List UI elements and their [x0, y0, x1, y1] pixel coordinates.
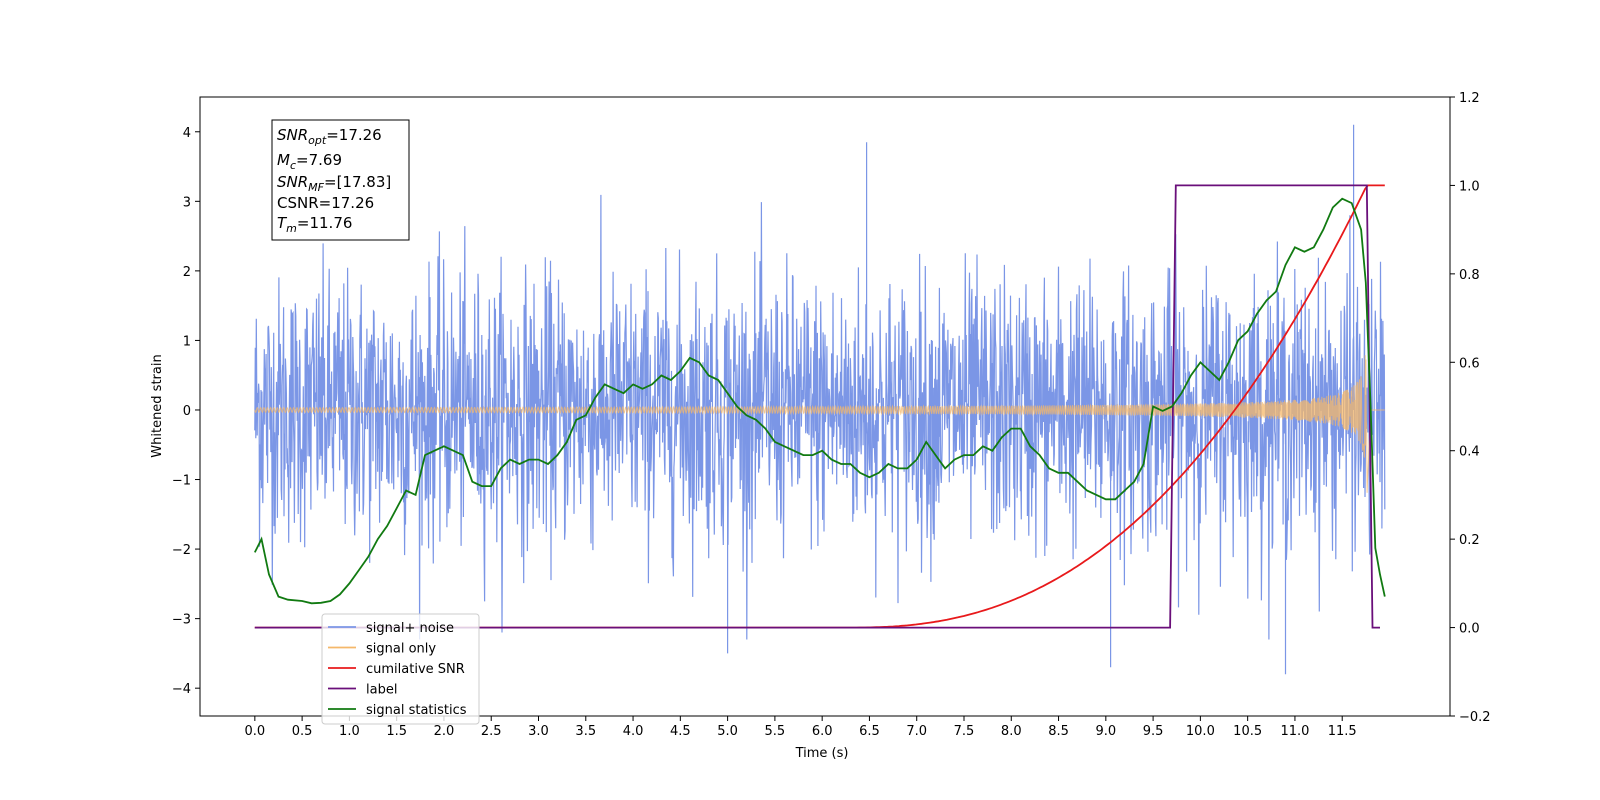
y-right-tick-label: 1.2 [1459, 91, 1480, 106]
legend-entry: signal only [366, 642, 436, 657]
y-left-tick-label: −2 [172, 543, 191, 558]
x-tick-label: 11.0 [1280, 724, 1309, 739]
y-right-tick-label: 0.4 [1459, 445, 1480, 460]
x-tick-label: 10.0 [1186, 724, 1215, 739]
x-axis-label: Time (s) [795, 746, 849, 761]
legend-entry: label [366, 683, 397, 698]
x-tick-label: 8.5 [1048, 724, 1069, 739]
annotation-box: SNRopt=17.26 Mc=7.69SNRMF=[17.83]CSNR=17.… [271, 119, 410, 241]
y-axis-left: 4 3 2 1 0 −1 −2 −3 −4 [172, 126, 200, 697]
x-axis: 0.0 0.5 1.0 1.5 2.0 2.5 3.0 3.5 4.0 4.5 5.0 5.5 6.0 6… [244, 716, 1357, 739]
x-tick-label: 4.0 [623, 724, 644, 739]
y-axis-left-label: Whitened strain [150, 354, 165, 457]
y-left-tick-label: −3 [172, 613, 191, 628]
y-left-tick-label: 0 [183, 404, 191, 419]
x-tick-label: 10.5 [1233, 724, 1262, 739]
x-tick-label: 3.5 [575, 724, 596, 739]
legend-entry: signal+ noise [366, 621, 454, 636]
y-axis-right: 1.2 1.0 0.8 0.6 0.4 0.2 0.0 −0.2 [1450, 91, 1491, 725]
y-left-tick-label: 2 [183, 265, 191, 280]
legend-entry: signal statistics [366, 703, 467, 718]
x-tick-label: 1.5 [386, 724, 407, 739]
legend: signal+ noise signal only cumilative SNR la… [321, 613, 480, 725]
annotation-line: CSNR=17.26 [277, 194, 374, 212]
x-tick-label: 11.5 [1328, 724, 1357, 739]
x-tick-label: 9.0 [1095, 724, 1116, 739]
x-tick-label: 6.5 [859, 724, 880, 739]
x-tick-label: 7.5 [954, 724, 975, 739]
y-right-tick-label: 0.8 [1459, 268, 1480, 283]
x-tick-label: 5.0 [717, 724, 738, 739]
series-label [254, 184, 1380, 629]
annotation-line: Mc=7.69 [277, 151, 342, 172]
series-signal-statistics [253, 197, 1386, 605]
x-tick-label: 4.5 [670, 724, 691, 739]
series-signal-noise [254, 124, 1386, 675]
x-tick-label: 7.0 [906, 724, 927, 739]
y-left-tick-label: 3 [183, 195, 191, 210]
y-right-tick-label: 0.6 [1459, 356, 1480, 371]
y-right-tick-label: −0.2 [1459, 710, 1491, 725]
x-tick-label: 9.5 [1143, 724, 1164, 739]
x-tick-label: 2.0 [434, 724, 455, 739]
y-right-tick-label: 0.0 [1459, 622, 1480, 637]
x-tick-label: 3.0 [528, 724, 549, 739]
y-right-tick-label: 0.2 [1459, 533, 1480, 548]
y-left-tick-label: 1 [183, 334, 191, 349]
y-right-tick-label: 1.0 [1459, 179, 1480, 194]
x-tick-label: 8.0 [1001, 724, 1022, 739]
y-left-tick-label: −4 [172, 682, 191, 697]
x-tick-label: 1.0 [339, 724, 360, 739]
x-tick-label: 5.5 [765, 724, 786, 739]
x-tick-label: 0.0 [244, 724, 265, 739]
x-tick-label: 2.5 [481, 724, 502, 739]
legend-frame [321, 613, 480, 725]
y-left-tick-label: 4 [183, 126, 191, 141]
x-tick-label: 0.5 [292, 724, 313, 739]
plot-frame [199, 96, 1451, 717]
annotation-line: SNRMF=[17.83] [277, 173, 391, 194]
annotation-frame [271, 119, 410, 241]
series-signal-only [254, 355, 1385, 493]
x-tick-label: 6.0 [812, 724, 833, 739]
annotation-line: SNRopt=17.26 [277, 126, 382, 147]
legend-entry: cumilative SNR [366, 662, 465, 677]
annotation-line: Tm=11.76 [277, 214, 352, 235]
y-left-tick-label: −1 [172, 474, 191, 489]
